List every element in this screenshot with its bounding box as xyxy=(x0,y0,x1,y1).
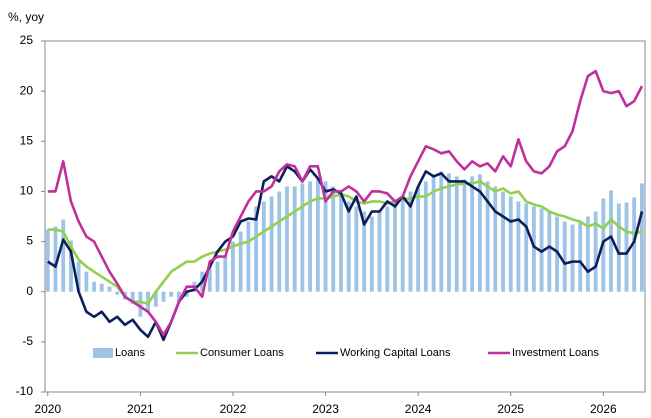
y-tick-label: 20 xyxy=(20,83,34,97)
bar xyxy=(246,221,251,292)
bar xyxy=(369,216,374,292)
bar xyxy=(115,291,120,295)
x-tick-label: 2021 xyxy=(127,402,154,416)
bar xyxy=(593,211,598,292)
bar xyxy=(431,176,436,292)
bar xyxy=(269,196,274,292)
bar xyxy=(447,173,451,292)
y-tick-label: 25 xyxy=(20,33,34,47)
bar xyxy=(76,261,81,292)
bar xyxy=(177,291,181,302)
legend-label: Investment Loans xyxy=(512,347,599,359)
bar xyxy=(223,256,228,292)
bar xyxy=(524,203,529,292)
bar xyxy=(45,229,50,292)
bar xyxy=(624,202,629,292)
bar xyxy=(346,201,351,292)
bar xyxy=(547,211,552,292)
bar xyxy=(632,197,637,292)
y-tick-label: 15 xyxy=(20,133,34,147)
bar xyxy=(261,201,266,292)
bar xyxy=(107,286,112,292)
line xyxy=(47,69,644,337)
bar xyxy=(423,181,428,292)
y-tick-label: -5 xyxy=(22,334,33,348)
bar xyxy=(323,181,328,292)
bar xyxy=(462,179,467,292)
legend-label: Working Capital Loans xyxy=(340,347,451,359)
bar xyxy=(585,216,590,292)
bar xyxy=(393,201,397,292)
bar xyxy=(354,206,359,292)
bar xyxy=(254,206,259,292)
legend-label: Loans xyxy=(115,347,145,359)
bar xyxy=(207,266,212,292)
bar xyxy=(231,241,235,292)
bar xyxy=(292,186,297,292)
x-tick-label: 2026 xyxy=(590,402,617,416)
bar xyxy=(555,216,559,292)
bar xyxy=(377,211,382,292)
bar xyxy=(477,174,482,292)
bar xyxy=(470,176,475,292)
bar xyxy=(493,186,498,292)
bar xyxy=(308,181,313,292)
x-tick-label: 2023 xyxy=(312,402,339,416)
y-tick-label: 5 xyxy=(26,234,33,248)
x-tick-label: 2022 xyxy=(220,402,247,416)
x-tick-label: 2024 xyxy=(405,402,432,416)
bar xyxy=(215,261,220,292)
bar xyxy=(61,219,66,292)
bar xyxy=(501,191,505,292)
bar xyxy=(84,271,89,292)
bar xyxy=(616,203,621,292)
bar xyxy=(508,196,513,292)
bar xyxy=(385,206,390,292)
bar xyxy=(578,221,583,292)
legend-swatch xyxy=(93,348,113,358)
bar xyxy=(609,190,613,292)
bar xyxy=(169,291,174,297)
bar xyxy=(516,201,521,292)
bar xyxy=(153,291,158,307)
bar xyxy=(238,231,243,292)
bar xyxy=(331,186,336,292)
bar xyxy=(562,221,567,292)
bar xyxy=(130,291,135,304)
y-axis-label: %, yoy xyxy=(8,10,44,24)
bar xyxy=(300,183,305,292)
bar xyxy=(400,196,405,292)
plot-frame xyxy=(44,40,646,393)
bar xyxy=(640,183,644,292)
y-tick-label: 0 xyxy=(26,284,33,298)
bar xyxy=(285,186,289,292)
bar xyxy=(184,291,189,297)
bar xyxy=(99,283,104,292)
bar xyxy=(92,281,96,292)
line xyxy=(47,180,643,306)
bar xyxy=(339,191,343,292)
bar xyxy=(531,206,536,292)
x-tick-label: 2020 xyxy=(34,402,61,416)
line xyxy=(47,165,644,342)
x-tick-label: 2025 xyxy=(497,402,524,416)
bar xyxy=(277,191,282,292)
bar xyxy=(362,211,367,292)
bar xyxy=(485,181,490,292)
bar xyxy=(53,226,58,292)
y-tick-label: 10 xyxy=(20,184,34,198)
bar xyxy=(570,224,575,292)
bar xyxy=(161,291,166,302)
legend-label: Consumer Loans xyxy=(200,347,284,359)
bar xyxy=(416,186,421,292)
bar xyxy=(69,240,73,292)
y-tick-label: -10 xyxy=(16,384,34,398)
bar xyxy=(439,171,444,292)
bar xyxy=(454,176,459,292)
bar xyxy=(138,291,143,317)
bar xyxy=(315,179,320,292)
bar xyxy=(408,191,413,292)
